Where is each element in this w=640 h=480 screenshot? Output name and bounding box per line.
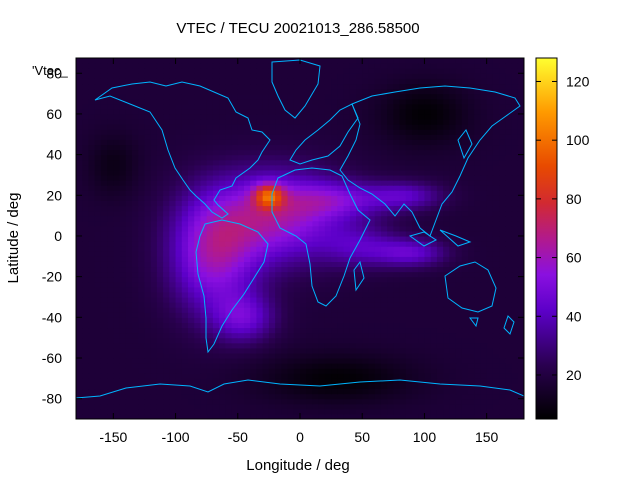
x-tick-label: 150 bbox=[475, 429, 499, 445]
colorbar-tick-label: 80 bbox=[566, 191, 582, 207]
colorbar bbox=[535, 57, 558, 420]
colorbar-tick-label: 100 bbox=[566, 132, 590, 148]
chart-title: VTEC / TECU 20021013_286.58500 bbox=[176, 20, 419, 37]
y-tick-label: 80 bbox=[46, 65, 62, 81]
y-tick-label: -80 bbox=[42, 391, 62, 407]
colorbar-ticks: 20 40 60 80 100 120 bbox=[536, 73, 590, 383]
y-tick-label: 60 bbox=[46, 106, 62, 122]
series-key-label: 'Vtec_ bbox=[32, 63, 68, 78]
x-tick-label: 0 bbox=[296, 429, 304, 445]
y-axis-label: Latitude / deg bbox=[5, 193, 22, 284]
y-axis-ticks: -80 -60 -40 -20 0 20 40 60 80 bbox=[42, 65, 524, 407]
x-tick-label: -50 bbox=[228, 429, 248, 445]
x-tick-label: -150 bbox=[99, 429, 127, 445]
y-tick-label: 0 bbox=[54, 228, 62, 244]
x-axis-ticks: -150 -100 -50 0 50 100 150 bbox=[99, 58, 499, 445]
y-tick-label: 40 bbox=[46, 147, 62, 163]
colorbar-tick-label: 40 bbox=[566, 308, 582, 324]
x-tick-label: 100 bbox=[413, 429, 437, 445]
colorbar-tick-label: 20 bbox=[566, 367, 582, 383]
y-tick-label: -20 bbox=[42, 269, 62, 285]
y-tick-label: 20 bbox=[46, 187, 62, 203]
x-tick-label: -100 bbox=[162, 429, 190, 445]
colorbar-tick-label: 120 bbox=[566, 73, 590, 89]
y-tick-label: -60 bbox=[42, 350, 62, 366]
colorbar-tick-label: 60 bbox=[566, 250, 582, 266]
coastline-overlay bbox=[76, 59, 524, 399]
x-tick-label: 50 bbox=[354, 429, 370, 445]
x-axis-label: Longitude / deg bbox=[246, 457, 349, 474]
y-tick-label: -40 bbox=[42, 309, 62, 325]
